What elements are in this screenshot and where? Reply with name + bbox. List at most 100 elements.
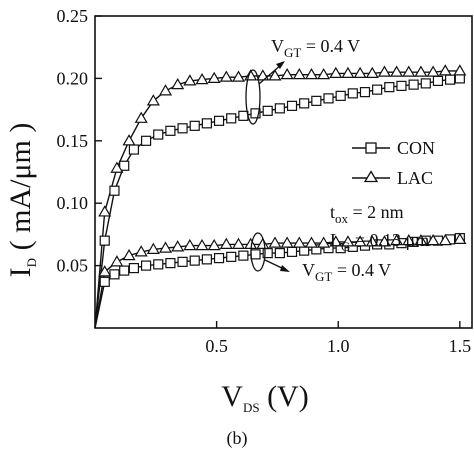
lac-point <box>329 235 343 247</box>
lac-point <box>219 237 233 249</box>
con-point <box>274 103 285 114</box>
lac-point <box>158 84 173 96</box>
y-axis-title-main: I <box>4 267 37 277</box>
con-point <box>286 100 298 111</box>
y-tick-label: 0.15 <box>57 131 89 151</box>
con-point <box>189 120 200 131</box>
lac-point <box>256 237 270 249</box>
lac-point <box>280 67 294 80</box>
vgt-lower-ellipse <box>250 232 266 272</box>
con-point <box>109 269 120 280</box>
lac-point <box>134 245 148 257</box>
lac-point <box>365 66 379 79</box>
y-tick-label: 0.25 <box>57 6 89 26</box>
con-point <box>99 235 110 246</box>
vgt-lower-arrowhead <box>280 265 290 272</box>
con-point <box>262 105 273 116</box>
lac-point <box>353 235 367 247</box>
vgt-lower-label: VGT = 0.4 V <box>302 260 391 284</box>
con-point <box>372 84 383 95</box>
lac-point <box>158 241 173 253</box>
con-point <box>311 95 322 106</box>
con-point <box>347 88 358 99</box>
lac-point <box>110 161 124 173</box>
lac-point <box>280 236 294 248</box>
lg-annotation: LG = 0.13 μm <box>330 230 429 254</box>
lac-point <box>171 77 185 90</box>
con-point <box>189 255 200 266</box>
con-point <box>153 259 164 270</box>
lac-point <box>231 237 246 249</box>
lac-point <box>390 65 404 77</box>
lac-point <box>438 64 452 76</box>
con-point <box>165 258 176 269</box>
lac-point <box>304 67 319 80</box>
legend-lac-marker <box>363 170 379 183</box>
con-point <box>238 110 249 121</box>
con-point <box>226 251 237 262</box>
lac-point <box>268 69 282 81</box>
con-point <box>238 250 249 261</box>
lac-point <box>317 236 331 248</box>
vgt-upper-arrow <box>258 63 283 85</box>
con-point <box>201 254 212 265</box>
lac-point <box>402 233 416 246</box>
lac-point <box>414 233 428 246</box>
y-tick-label: 0.05 <box>57 256 89 276</box>
lac-point <box>438 233 452 246</box>
legend-lac-label: LAC <box>397 168 433 188</box>
tox-annotation: tox = 2 nm <box>330 202 404 226</box>
vgt-upper-ellipse <box>245 69 261 125</box>
con-point <box>128 262 140 274</box>
vgt-upper-label: VGT = 0.4 V <box>271 36 360 60</box>
legend-con-label: CON <box>397 138 435 158</box>
con-point <box>128 144 140 155</box>
lac-point <box>377 235 391 247</box>
con-curve-1 <box>94 77 460 329</box>
x-axis-title-sub: DS <box>243 400 260 415</box>
lac-point <box>304 236 319 248</box>
con-point <box>177 123 188 134</box>
con-point <box>299 98 310 109</box>
x-tick-label: 0.5 <box>205 336 228 356</box>
lac-point <box>98 205 112 217</box>
con-point <box>250 108 261 119</box>
lac-point <box>402 65 416 77</box>
con-point <box>201 118 212 129</box>
con-point <box>408 79 419 90</box>
x-axis-title-suffix: (V) <box>260 380 309 413</box>
y-axis-title-sub: D <box>24 258 39 267</box>
con-point <box>153 129 164 140</box>
x-axis-title: VDS (V) <box>221 380 308 415</box>
lac-point <box>377 65 391 77</box>
series-markers <box>98 64 467 287</box>
con-point <box>213 253 225 264</box>
lac-point <box>341 235 355 247</box>
con-point <box>347 241 358 252</box>
x-tick-label: 1.0 <box>327 336 350 356</box>
id-vds-chart: 0.5 1.0 1.5 0.05 0.10 0.15 0.20 0.25 ID ( mA/μm… <box>4 6 473 415</box>
figure-caption: (b) <box>226 428 248 448</box>
lac-point <box>329 66 343 79</box>
lac-point <box>231 70 246 82</box>
lac-point <box>292 67 306 80</box>
con-point <box>359 87 371 98</box>
lac-point <box>207 71 221 84</box>
con-point <box>109 185 120 196</box>
lac-point <box>453 64 467 76</box>
x-axis-title-main: V <box>221 380 243 413</box>
con-point <box>226 113 237 124</box>
lac-point <box>195 72 209 85</box>
vgt-upper-arrowhead <box>276 61 285 69</box>
lac-point <box>353 66 367 79</box>
lac-point <box>414 65 428 77</box>
con-point <box>119 160 130 171</box>
plot-frame <box>94 15 473 329</box>
lac-point <box>183 74 197 86</box>
con-point <box>119 265 130 276</box>
lac-point <box>207 238 221 251</box>
lac-point <box>195 238 209 251</box>
con-point <box>420 78 431 89</box>
con-point <box>250 249 261 260</box>
lac-point <box>317 67 331 80</box>
